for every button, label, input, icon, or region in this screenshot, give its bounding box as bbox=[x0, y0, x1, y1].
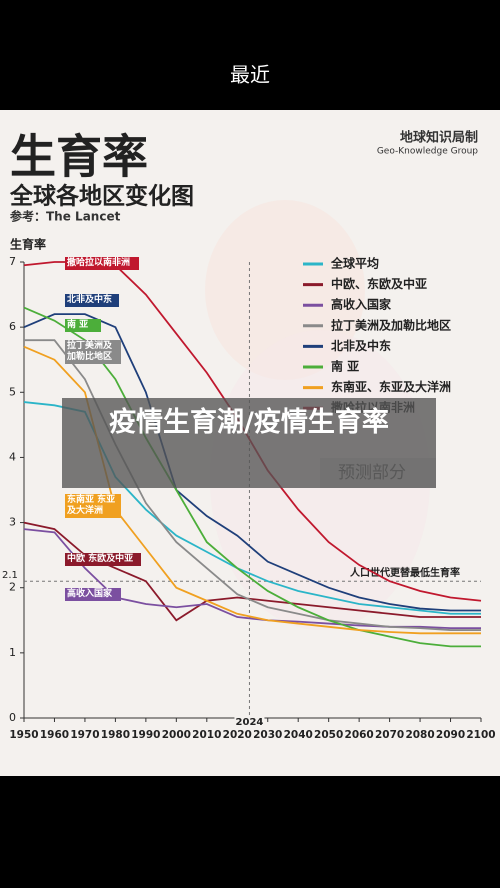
x-tick-label: 2010 bbox=[192, 729, 221, 741]
x-tick-label: 2050 bbox=[314, 729, 343, 741]
chart-subtitle: 全球各地区变化图 bbox=[9, 183, 194, 210]
overlay-caption: 疫情生育潮/疫情生育率 bbox=[62, 398, 436, 488]
forecast-year-box bbox=[234, 716, 265, 727]
x-tick-label: 2070 bbox=[375, 729, 404, 741]
y-tick-label: 1 bbox=[9, 646, 16, 659]
y-axis-label: 生育率 bbox=[10, 237, 46, 252]
x-tick-label: 1980 bbox=[101, 729, 130, 741]
y-tick-label: 5 bbox=[9, 385, 16, 398]
reference-value: 2.1 bbox=[2, 570, 18, 581]
legend-label: 高收入国家 bbox=[331, 297, 392, 312]
legend-label: 东南亚、东亚及大洋洲 bbox=[331, 379, 451, 394]
brand: 地球知识局制 bbox=[400, 130, 478, 146]
brand-en: Geo-Knowledge Group bbox=[377, 147, 478, 157]
y-tick-label: 0 bbox=[9, 711, 16, 724]
chart-title: 生育率 bbox=[10, 130, 148, 184]
forecast-year: 2024 bbox=[236, 717, 264, 728]
legend-label: 北非及中东 bbox=[331, 338, 391, 353]
x-tick-label: 2030 bbox=[253, 729, 282, 741]
x-tick-label: 2040 bbox=[284, 729, 313, 741]
header-title: 最近 bbox=[230, 63, 270, 87]
x-tick-label: 1950 bbox=[9, 729, 38, 741]
source: 参考：The Lancet bbox=[10, 209, 121, 224]
x-tick-label: 2100 bbox=[466, 729, 495, 741]
reference-label: 人口世代更替最低生育率 bbox=[350, 566, 460, 579]
annotation: 撒哈拉以南非洲 bbox=[65, 257, 139, 270]
legend-label: 中欧、东欧及中亚 bbox=[331, 276, 427, 291]
y-tick-label: 3 bbox=[9, 516, 16, 529]
annotation: 中欧 东欧及中亚 bbox=[65, 553, 141, 566]
annotation: 东南亚 东亚及大洋洲 bbox=[65, 494, 121, 518]
y-tick-label: 2 bbox=[9, 581, 16, 594]
y-tick-label: 4 bbox=[9, 450, 16, 463]
x-tick-label: 2000 bbox=[162, 729, 191, 741]
x-tick-label: 2020 bbox=[223, 729, 252, 741]
annotation: 高收入国家 bbox=[65, 588, 121, 601]
x-tick-label: 1970 bbox=[70, 729, 99, 741]
legend-label: 南 亚 bbox=[331, 359, 359, 374]
x-tick-label: 1960 bbox=[40, 729, 69, 741]
legend-label: 全球平均 bbox=[330, 256, 379, 271]
y-tick-label: 6 bbox=[9, 320, 16, 333]
x-tick-label: 2060 bbox=[345, 729, 374, 741]
legend-label: 拉丁美洲及加勒比地区 bbox=[331, 317, 451, 332]
y-tick-label: 7 bbox=[9, 255, 16, 268]
x-tick-label: 2090 bbox=[436, 729, 465, 741]
x-tick-label: 2080 bbox=[405, 729, 434, 741]
annotation: 南 亚 bbox=[65, 319, 101, 332]
x-tick-label: 1990 bbox=[131, 729, 160, 741]
annotation: 拉丁美洲及加勒比地区 bbox=[65, 340, 121, 364]
annotation: 北非及中东 bbox=[65, 294, 119, 307]
